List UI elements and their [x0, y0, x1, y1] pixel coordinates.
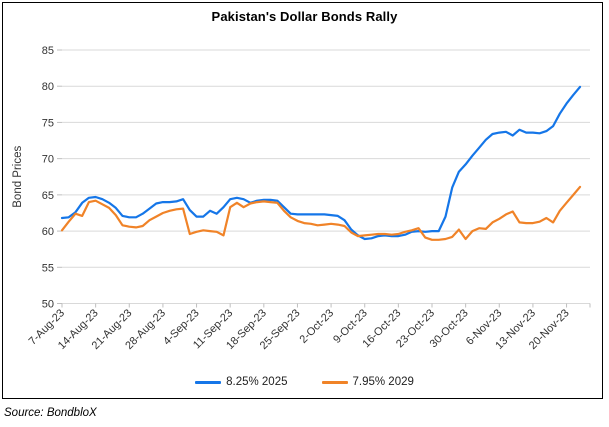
y-axis-tick-label: 50 [42, 299, 54, 311]
legend-line-swatch-2025 [195, 380, 222, 384]
legend-label-2029: 7.95% 2029 [352, 376, 414, 388]
legend-item-2029: 7.95% 2029 [321, 376, 414, 388]
source-caption: Source: BondbloX [4, 407, 97, 419]
y-axis-tick-label: 65 [42, 190, 54, 202]
y-axis-title: Bond Prices [12, 146, 24, 208]
y-axis-tick-label: 55 [42, 262, 54, 274]
series-line-7952029 [60, 185, 582, 241]
legend: 8.25% 2025 7.95% 2029 [0, 376, 609, 388]
y-axis-tick-label: 60 [42, 226, 54, 238]
y-axis-tick-label: 70 [42, 154, 54, 166]
legend-label-2025: 8.25% 2025 [226, 376, 288, 388]
chart-title: Pakistan's Dollar Bonds Rally [211, 9, 398, 24]
chart-plot-frame [2, 2, 603, 399]
y-axis-tick-label: 75 [42, 117, 54, 129]
series-line-8252025 [60, 85, 582, 241]
legend-item-2025: 8.25% 2025 [195, 376, 288, 388]
x-axis-tick-label: 2-Oct-23 [297, 307, 336, 346]
legend-line-swatch-2029 [321, 380, 348, 384]
y-axis-tick-label: 80 [42, 81, 54, 93]
y-axis-tick-label: 85 [42, 45, 54, 57]
